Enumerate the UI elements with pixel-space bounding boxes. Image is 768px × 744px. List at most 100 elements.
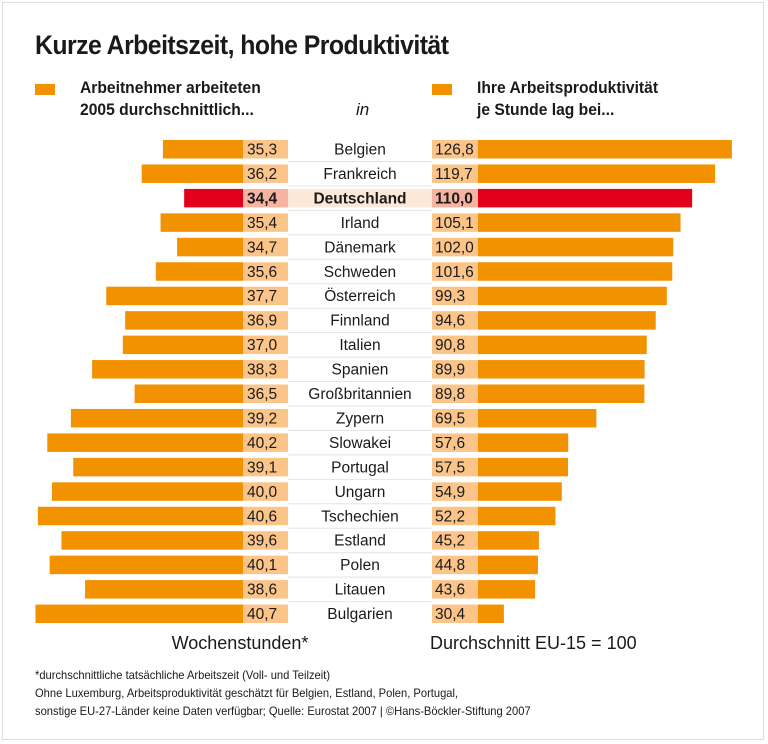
legend-swatch-hours: [35, 84, 55, 95]
legend-swatch-productivity: [432, 84, 452, 95]
bar-productivity: [478, 580, 536, 599]
value-box-hours: [243, 213, 288, 232]
value-box-productivity: [432, 237, 478, 257]
category-label: Dänemark: [324, 239, 396, 256]
bar-hours: [125, 311, 243, 330]
value-box-productivity: [432, 335, 478, 355]
bar-hours: [160, 213, 243, 232]
data-label-productivity: 52,2: [435, 508, 465, 525]
bar-productivity: [478, 335, 647, 355]
bar-hours: [177, 237, 243, 257]
value-box-productivity: [432, 311, 478, 330]
bar-productivity: [478, 286, 667, 306]
value-box-hours: [243, 457, 288, 477]
data-label-hours: 35,3: [247, 142, 277, 159]
value-box-productivity: [432, 482, 478, 501]
category-label: Zypern: [336, 410, 384, 427]
value-box-productivity: [432, 188, 478, 208]
data-label-hours: 40,0: [247, 484, 278, 501]
bar-productivity: [478, 164, 716, 183]
bar-hours: [52, 482, 243, 501]
bar-productivity: [478, 506, 556, 526]
legend-label-hours: Arbeitnehmer arbeiteten 2005 durchschnit…: [80, 78, 261, 119]
legend-label-productivity: Ihre Arbeitsproduktivität je Stunde lag …: [477, 78, 659, 119]
bar-productivity: [478, 384, 645, 403]
bar-hours: [92, 360, 244, 379]
value-box-hours: [243, 335, 288, 355]
category-label: Tschechien: [321, 508, 399, 525]
data-label-hours: 35,4: [247, 215, 278, 232]
data-label-productivity: 45,2: [435, 533, 465, 550]
highlight-label-bg: [288, 188, 432, 208]
value-box-hours: [243, 262, 288, 281]
data-label-hours: 36,2: [247, 166, 277, 183]
bar-hours: [70, 408, 243, 428]
value-box-hours: [243, 408, 288, 428]
data-label-hours: 34,7: [247, 239, 277, 256]
data-label-hours: 37,7: [247, 288, 277, 305]
value-box-productivity: [432, 408, 478, 428]
category-label: Ungarn: [335, 484, 386, 501]
bar-productivity: [478, 482, 562, 501]
category-label: Italien: [339, 337, 380, 354]
bar-hours: [73, 457, 244, 477]
value-box-hours: [243, 384, 288, 403]
data-label-productivity: 57,5: [435, 459, 465, 476]
category-label: Großbritannien: [308, 386, 411, 403]
value-box-productivity: [432, 164, 478, 183]
footnote-2: Ohne Luxemburg, Arbeitsproduktivität ges…: [35, 686, 459, 700]
data-label-productivity: 43,6: [435, 582, 465, 599]
value-box-hours: [243, 580, 288, 599]
category-label: Slowakei: [329, 435, 391, 452]
data-label-productivity: 94,6: [435, 313, 465, 330]
value-box-productivity: [432, 286, 478, 306]
data-label-hours: 39,6: [247, 533, 277, 550]
data-label-hours: 38,3: [247, 362, 277, 379]
category-label: Finnland: [330, 313, 389, 330]
category-label: Bulgarien: [327, 606, 393, 623]
bar-hours: [85, 580, 243, 599]
data-label-productivity: 102,0: [435, 239, 474, 256]
value-box-productivity: [432, 140, 478, 159]
data-label-hours: 37,0: [247, 337, 278, 354]
chart-title: Kurze Arbeitszeit, hohe Produktivität: [35, 30, 449, 60]
value-box-hours: [243, 555, 288, 575]
bar-hours: [122, 335, 243, 355]
value-box-hours: [243, 506, 288, 526]
value-box-productivity: [432, 506, 478, 526]
data-label-hours: 40,6: [247, 508, 277, 525]
value-box-hours: [243, 286, 288, 306]
value-box-hours: [243, 311, 288, 330]
bar-productivity: [478, 311, 656, 330]
value-box-hours: [243, 482, 288, 501]
value-box-productivity: [432, 555, 478, 575]
data-label-hours: 39,2: [247, 410, 277, 427]
data-label-productivity: 110,0: [435, 190, 473, 207]
bar-productivity: [478, 555, 538, 575]
data-label-productivity: 105,1: [435, 215, 474, 232]
category-label: Österreich: [324, 287, 396, 305]
data-label-hours: 40,1: [247, 557, 277, 574]
value-box-hours: [243, 237, 288, 257]
data-label-productivity: 44,8: [435, 557, 465, 574]
data-label-productivity: 89,9: [435, 362, 465, 379]
bar-productivity: [478, 360, 645, 379]
value-box-hours: [243, 531, 288, 550]
data-label-productivity: 54,9: [435, 484, 465, 501]
bar-hours: [184, 188, 243, 208]
value-box-productivity: [432, 384, 478, 403]
value-box-hours: [243, 604, 288, 624]
footnote-1: *durchschnittliche tatsächliche Arbeitsz…: [35, 668, 331, 682]
bar-hours: [134, 384, 243, 403]
value-box-productivity: [432, 262, 478, 281]
data-label-hours: 40,7: [247, 606, 277, 623]
bar-hours: [162, 140, 243, 159]
category-label: Frankreich: [323, 166, 396, 183]
data-label-hours: 38,6: [247, 582, 277, 599]
bar-productivity: [478, 531, 539, 550]
value-box-hours: [243, 164, 288, 183]
value-box-productivity: [432, 213, 478, 232]
value-box-hours: [243, 188, 288, 208]
data-label-hours: 36,9: [247, 313, 277, 330]
